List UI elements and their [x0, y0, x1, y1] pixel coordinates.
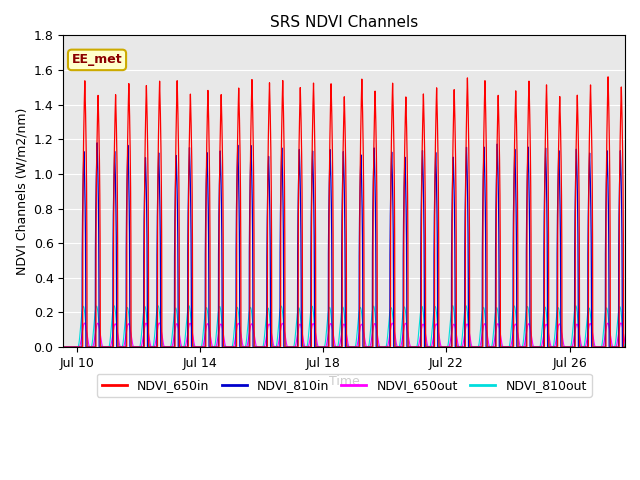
- NDVI_650out: [417, 327, 425, 333]
- NDVI_650in: [244, 344, 252, 350]
- NDVI_810out: [536, 343, 544, 349]
- NDVI_810out: [417, 304, 425, 310]
- NDVI_810in: [231, 344, 239, 350]
- Line: NDVI_650in: NDVI_650in: [61, 77, 631, 347]
- X-axis label: Time: Time: [329, 375, 360, 388]
- NDVI_810in: [93, 140, 101, 146]
- NDVI_650out: [627, 344, 635, 350]
- Title: SRS NDVI Channels: SRS NDVI Channels: [270, 15, 419, 30]
- NDVI_650in: [411, 344, 419, 350]
- Y-axis label: NDVI Channels (W/m2/nm): NDVI Channels (W/m2/nm): [15, 108, 28, 275]
- Text: EE_met: EE_met: [72, 53, 122, 66]
- NDVI_650in: [627, 344, 635, 350]
- NDVI_650in: [536, 344, 544, 350]
- NDVI_810out: [627, 344, 635, 350]
- NDVI_650out: [411, 344, 419, 350]
- NDVI_810out: [58, 344, 65, 350]
- NDVI_810in: [244, 344, 252, 350]
- NDVI_810in: [411, 344, 419, 350]
- NDVI_650out: [58, 344, 65, 350]
- NDVI_810in: [58, 344, 65, 350]
- NDVI_810out: [609, 344, 616, 350]
- NDVI_810in: [627, 344, 635, 350]
- NDVI_650in: [231, 344, 239, 350]
- NDVI_810in: [536, 344, 544, 350]
- Line: NDVI_650out: NDVI_650out: [61, 323, 631, 347]
- Line: NDVI_810out: NDVI_810out: [61, 306, 631, 347]
- Line: NDVI_810in: NDVI_810in: [61, 143, 631, 347]
- NDVI_810out: [244, 315, 252, 321]
- NDVI_650in: [609, 344, 616, 350]
- NDVI_650in: [417, 257, 425, 263]
- NDVI_650out: [609, 344, 616, 349]
- NDVI_650in: [604, 74, 612, 80]
- NDVI_810out: [411, 344, 419, 350]
- NDVI_810in: [609, 344, 616, 350]
- NDVI_650out: [244, 335, 252, 341]
- NDVI_810out: [231, 323, 239, 328]
- NDVI_810out: [462, 303, 470, 309]
- NDVI_650out: [536, 344, 544, 350]
- NDVI_650out: [231, 339, 239, 345]
- NDVI_810in: [417, 197, 425, 203]
- NDVI_650out: [156, 320, 163, 326]
- Legend: NDVI_650in, NDVI_810in, NDVI_650out, NDVI_810out: NDVI_650in, NDVI_810in, NDVI_650out, NDV…: [97, 374, 591, 397]
- NDVI_650in: [58, 344, 65, 350]
